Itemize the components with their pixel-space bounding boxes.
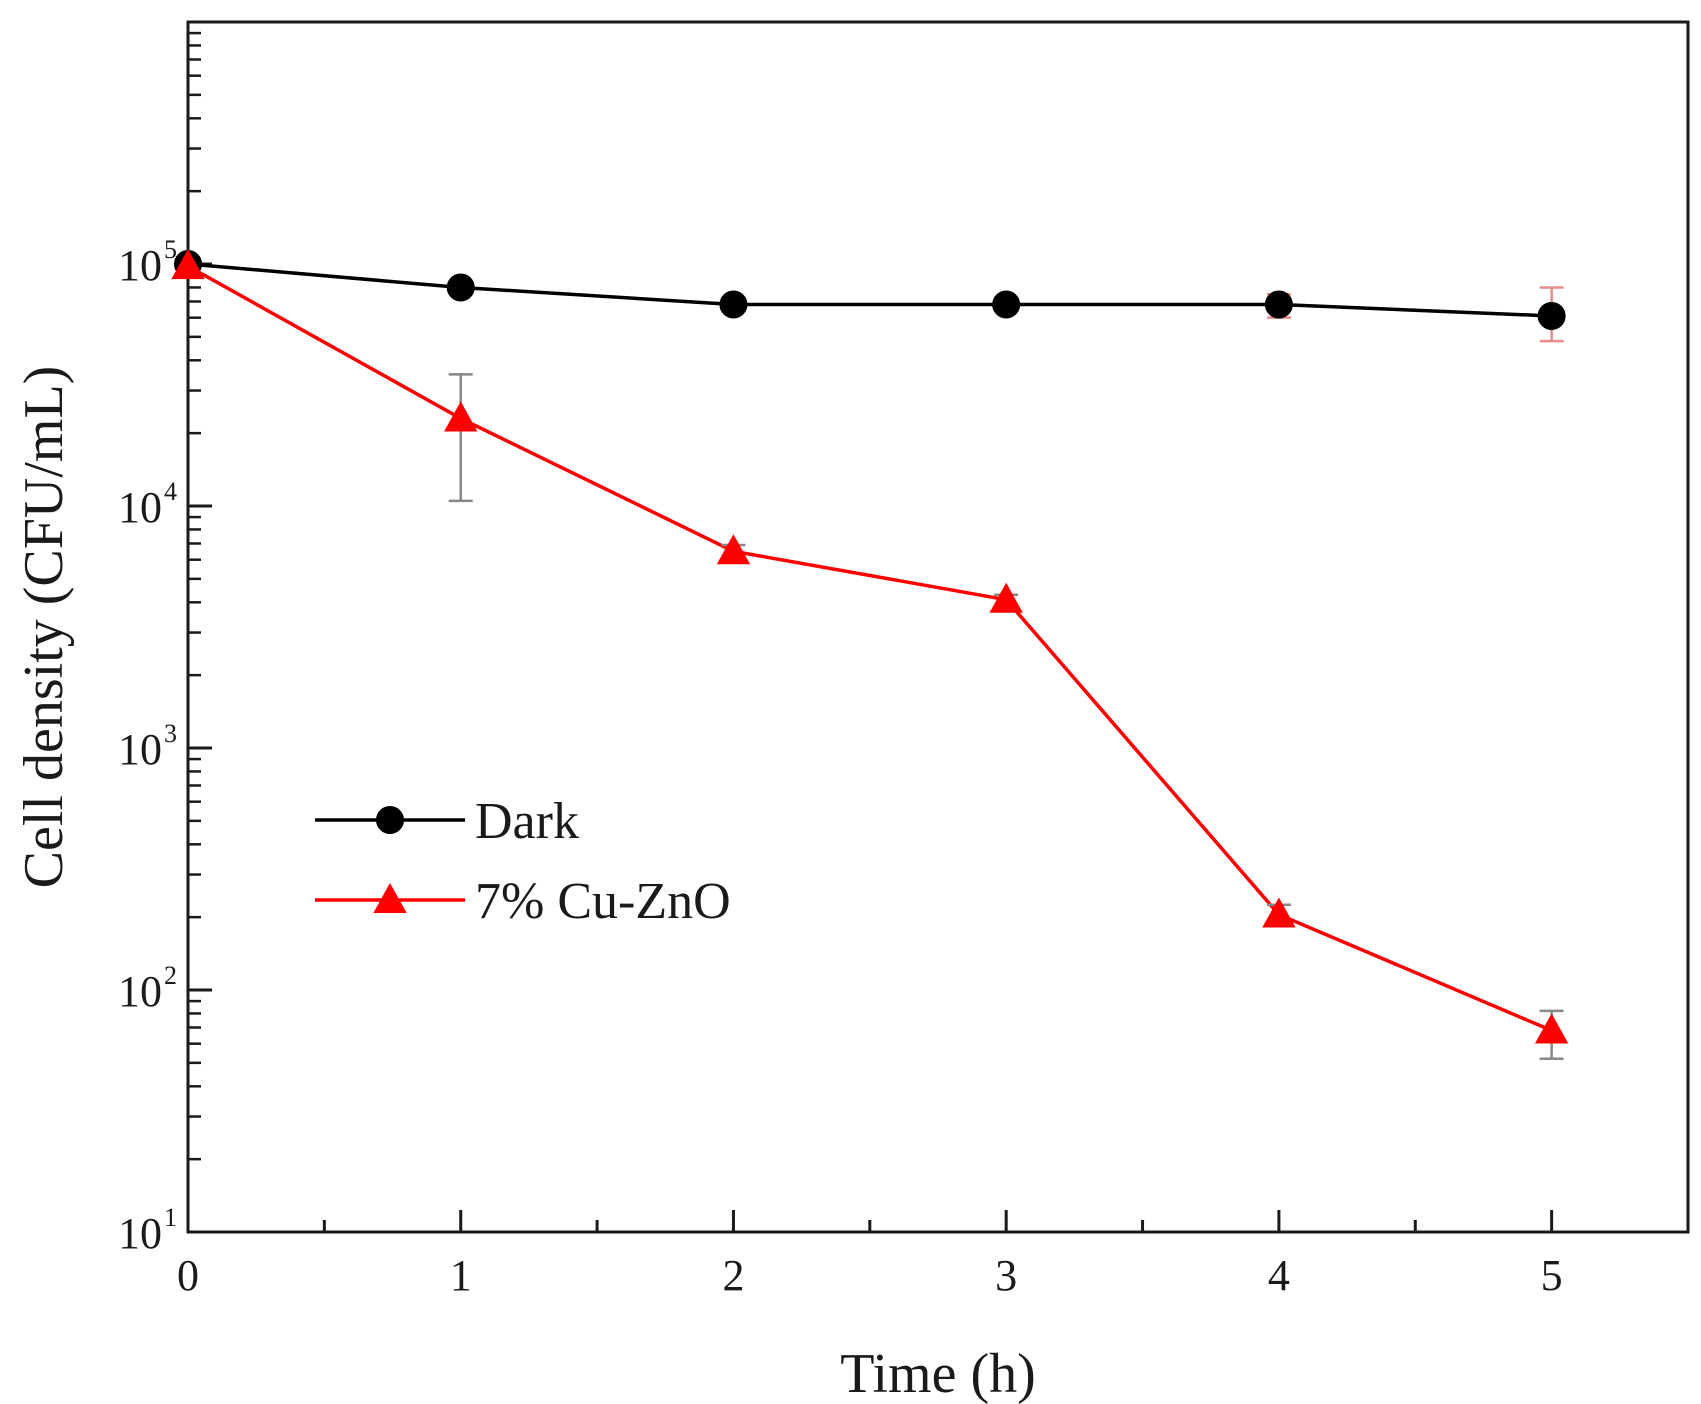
- data-point: [1537, 301, 1566, 330]
- legend: Dark 7% Cu-ZnO: [315, 793, 731, 930]
- plot-area: [186, 20, 1690, 1234]
- legend-marker: [376, 806, 404, 834]
- legend-label: 7% Cu-ZnO: [475, 873, 731, 930]
- plot-frame: [186, 20, 1690, 1234]
- x-tick-label: 4: [1268, 1251, 1290, 1300]
- y-tick-label: 10: [118, 483, 162, 532]
- data-point: [1534, 1013, 1569, 1044]
- legend-label: Dark: [475, 793, 579, 850]
- legend-item-cu-zno: 7% Cu-ZnO: [315, 873, 731, 930]
- x-axis: 0 1 2 3 4 5: [177, 1210, 1563, 1300]
- data-point: [1262, 897, 1296, 928]
- x-tick-label: 2: [722, 1251, 744, 1300]
- y-tick-label: 10: [118, 725, 162, 774]
- data-point: [171, 249, 205, 280]
- series-dark: [174, 250, 1566, 343]
- x-tick-label: 0: [177, 1251, 199, 1300]
- x-tick-label: 3: [995, 1251, 1017, 1300]
- y-tick-exponent: 1: [164, 1203, 177, 1232]
- data-point: [1264, 290, 1293, 319]
- series-layer: [171, 249, 1569, 1060]
- data-point: [989, 582, 1023, 613]
- y-tick-exponent: 2: [164, 961, 177, 990]
- y-tick-exponent: 4: [164, 477, 177, 506]
- series-cu-zno: [171, 249, 1569, 1060]
- y-tick-label: 10: [118, 1209, 162, 1258]
- y-tick-exponent: 3: [164, 719, 177, 748]
- x-axis-label: Time (h): [840, 1343, 1036, 1404]
- y-tick-exponent: 5: [164, 235, 177, 264]
- series-line: [187, 262, 1552, 318]
- data-point: [446, 273, 475, 302]
- legend-item-dark: Dark: [315, 793, 579, 850]
- series-line: [187, 264, 1553, 1033]
- data-point: [719, 290, 748, 319]
- data-point: [992, 290, 1021, 319]
- y-axis-label: Cell density (CFU/mL): [13, 366, 75, 889]
- x-tick-label: 5: [1541, 1251, 1563, 1300]
- y-tick-label: 10: [118, 241, 162, 290]
- legend-marker: [373, 882, 407, 913]
- data-point: [444, 401, 478, 432]
- data-point: [716, 534, 751, 565]
- y-tick-label: 10: [118, 967, 162, 1016]
- x-tick-label: 1: [450, 1251, 472, 1300]
